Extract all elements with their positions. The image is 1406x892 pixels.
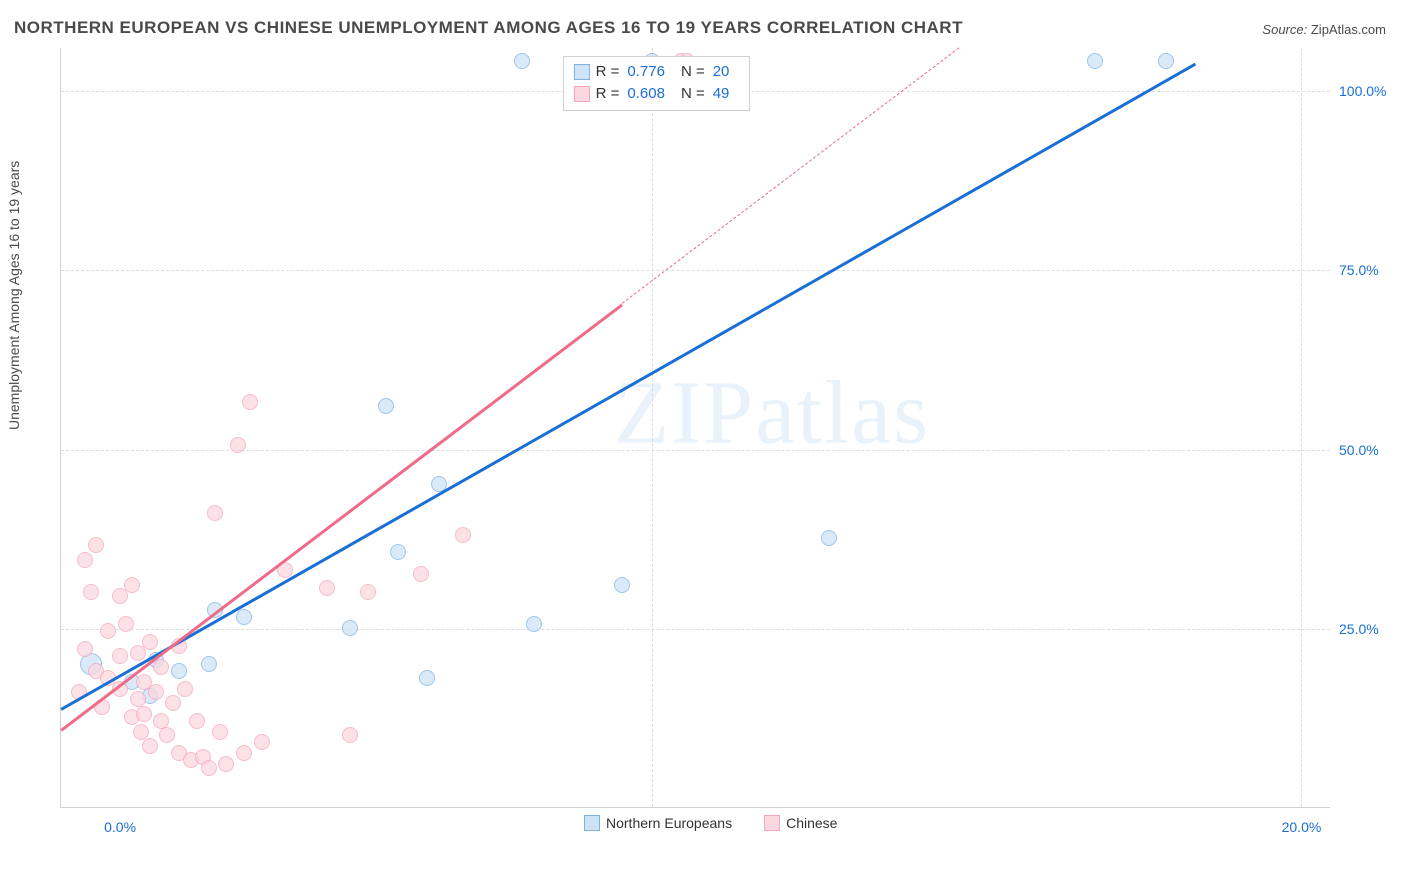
scatter-point (212, 724, 228, 740)
scatter-point (218, 756, 234, 772)
scatter-point (360, 584, 376, 600)
scatter-point (133, 724, 149, 740)
scatter-point (177, 681, 193, 697)
plot-inner: ZIPatlas25.0%50.0%75.0%100.0%0.0%20.0%R … (60, 48, 1330, 808)
legend-swatch (764, 815, 780, 831)
stats-legend-row: R = 0.776 N = 20 (574, 61, 740, 84)
scatter-point (171, 663, 187, 679)
series-legend: Northern Europeans Chinese (584, 815, 859, 831)
scatter-point (159, 727, 175, 743)
x-tick-label: 0.0% (104, 819, 136, 835)
legend-label: Chinese (786, 815, 837, 831)
legend-label: Northern Europeans (606, 815, 732, 831)
legend-item: Chinese (764, 815, 837, 831)
scatter-point (136, 706, 152, 722)
scatter-point (83, 584, 99, 600)
stats-n-value: 20 (713, 61, 730, 84)
chart-title: NORTHERN EUROPEAN VS CHINESE UNEMPLOYMEN… (14, 18, 963, 38)
scatter-point (88, 537, 104, 553)
trendline (60, 304, 623, 732)
stats-n-value: 49 (713, 83, 730, 106)
scatter-point (342, 620, 358, 636)
scatter-point (77, 552, 93, 568)
stats-r-value: 0.608 (627, 83, 665, 106)
scatter-point (821, 530, 837, 546)
chart-source: Source: ZipAtlas.com (1262, 22, 1386, 37)
scatter-point (413, 566, 429, 582)
scatter-point (230, 437, 246, 453)
scatter-point (207, 505, 223, 521)
plot-area: ZIPatlas25.0%50.0%75.0%100.0%0.0%20.0%R … (60, 48, 1390, 838)
y-tick-label: 25.0% (1339, 621, 1390, 637)
scatter-point (614, 577, 630, 593)
scatter-point (419, 670, 435, 686)
x-tick-label: 20.0% (1282, 819, 1322, 835)
trendline (60, 62, 1195, 709)
stats-n-label: N = (681, 83, 705, 106)
legend-item: Northern Europeans (584, 815, 732, 831)
scatter-point (526, 616, 542, 632)
stats-legend-row: R = 0.608 N = 49 (574, 83, 740, 106)
scatter-point (165, 695, 181, 711)
stats-r-label: R = (596, 83, 620, 106)
stats-n-label: N = (681, 61, 705, 84)
scatter-point (118, 616, 134, 632)
source-label: Source: (1262, 22, 1307, 37)
legend-swatch (584, 815, 600, 831)
scatter-point (1158, 53, 1174, 69)
scatter-point (236, 745, 252, 761)
scatter-point (201, 656, 217, 672)
gridline-v (652, 48, 653, 807)
scatter-point (378, 398, 394, 414)
scatter-point (112, 648, 128, 664)
scatter-point (153, 659, 169, 675)
y-tick-label: 75.0% (1339, 262, 1390, 278)
scatter-point (514, 53, 530, 69)
scatter-point (455, 527, 471, 543)
y-tick-label: 100.0% (1339, 83, 1390, 99)
gridline-h (61, 629, 1330, 630)
scatter-point (254, 734, 270, 750)
gridline-v-right (1301, 48, 1302, 807)
scatter-point (236, 609, 252, 625)
source-value: ZipAtlas.com (1311, 22, 1386, 37)
stats-legend: R = 0.776 N = 20 R = 0.608 N = 49 (563, 56, 751, 111)
scatter-point (77, 641, 93, 657)
gridline-h (61, 270, 1330, 271)
stats-r-value: 0.776 (627, 61, 665, 84)
scatter-point (148, 684, 164, 700)
scatter-point (142, 738, 158, 754)
scatter-point (1087, 53, 1103, 69)
y-tick-label: 50.0% (1339, 442, 1390, 458)
scatter-point (342, 727, 358, 743)
scatter-point (201, 760, 217, 776)
scatter-point (189, 713, 205, 729)
scatter-point (100, 623, 116, 639)
legend-swatch (574, 64, 590, 80)
scatter-point (242, 394, 258, 410)
scatter-point (142, 634, 158, 650)
scatter-point (319, 580, 335, 596)
legend-swatch (574, 86, 590, 102)
scatter-point (390, 544, 406, 560)
scatter-point (124, 577, 140, 593)
y-axis-label: Unemployment Among Ages 16 to 19 years (6, 161, 22, 430)
stats-r-label: R = (596, 61, 620, 84)
gridline-h (61, 450, 1330, 451)
